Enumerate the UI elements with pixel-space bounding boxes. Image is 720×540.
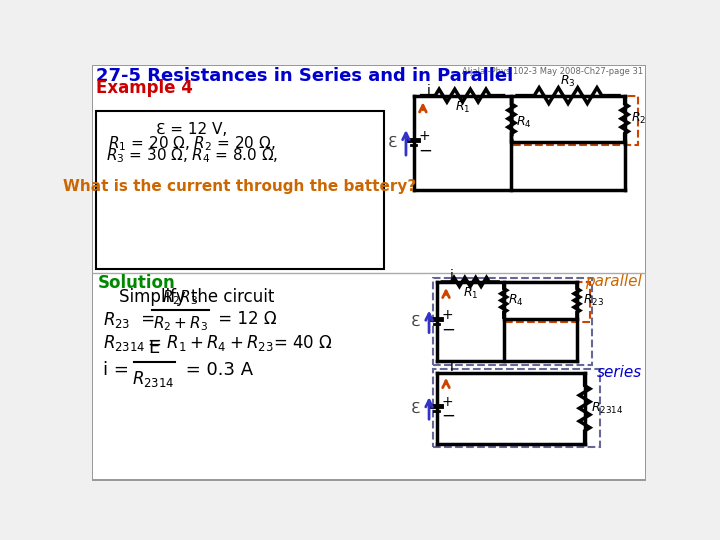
- Text: $R_4$: $R_4$: [516, 115, 532, 130]
- Text: $R_4$: $R_4$: [508, 293, 524, 308]
- Text: $R_2$: $R_2$: [631, 111, 646, 126]
- Text: $R_1$: $R_1$: [455, 99, 470, 114]
- Text: ℇ = 12 V,: ℇ = 12 V,: [156, 122, 228, 137]
- Text: $R_2R_3$: $R_2R_3$: [162, 288, 199, 307]
- Bar: [96, 111, 384, 269]
- Text: ℇ: ℇ: [410, 314, 420, 329]
- Text: $R_{23}$: $R_{23}$: [583, 293, 604, 308]
- Text: +: +: [441, 308, 453, 322]
- Text: i =: i =: [104, 361, 135, 379]
- Text: i: i: [427, 84, 431, 98]
- Text: i: i: [450, 269, 454, 284]
- Text: $R_1$: $R_1$: [462, 286, 478, 301]
- Text: Aljalal-Phys.102-3 May 2008-Ch27-page 31: Aljalal-Phys.102-3 May 2008-Ch27-page 31: [462, 67, 643, 76]
- Text: −: −: [441, 407, 455, 425]
- Bar: [94, 273, 644, 479]
- Text: Simplify the circuit: Simplify the circuit: [119, 288, 274, 306]
- Text: $R_3$ = 30 Ω, $R_4$ = 8.0 Ω,: $R_3$ = 30 Ω, $R_4$ = 8.0 Ω,: [106, 146, 278, 165]
- Text: = $R_1+R_4+R_{23}$= 40 Ω: = $R_1+R_4+R_{23}$= 40 Ω: [142, 333, 333, 353]
- Text: i: i: [450, 360, 454, 374]
- Text: Solution: Solution: [98, 274, 176, 292]
- Text: $R_1$ = 20 Ω, $R_2$ = 20 Ω,: $R_1$ = 20 Ω, $R_2$ = 20 Ω,: [108, 134, 276, 153]
- Text: series: series: [596, 365, 642, 380]
- Bar: [433, 369, 600, 448]
- Bar: [505, 282, 590, 322]
- Text: ℇ: ℇ: [387, 135, 397, 150]
- Text: $R_3$: $R_3$: [560, 75, 576, 90]
- Text: $R_2+R_3$: $R_2+R_3$: [153, 314, 208, 333]
- Text: parallel: parallel: [585, 274, 642, 289]
- Text: = 12 Ω: = 12 Ω: [213, 309, 277, 328]
- Text: $R_{23}$: $R_{23}$: [104, 309, 131, 329]
- Text: $R_{2314}$: $R_{2314}$: [104, 333, 146, 353]
- Text: E: E: [148, 339, 159, 356]
- Text: 27-5 Resistances in Series and in Parallel: 27-5 Resistances in Series and in Parall…: [96, 67, 513, 85]
- Bar: [513, 96, 638, 145]
- Bar: [433, 278, 593, 365]
- Text: −: −: [441, 320, 455, 338]
- Text: +: +: [418, 130, 430, 144]
- Text: +: +: [441, 395, 453, 409]
- Text: $R_{2314}$: $R_{2314}$: [590, 401, 623, 416]
- Text: −: −: [418, 141, 432, 159]
- Text: $R_{2314}$: $R_{2314}$: [132, 369, 175, 389]
- Text: ℇ: ℇ: [410, 401, 420, 416]
- Bar: [94, 66, 644, 273]
- Text: Example 4: Example 4: [96, 79, 193, 97]
- Text: = 0.3 A: = 0.3 A: [180, 361, 253, 379]
- Text: =: =: [137, 309, 161, 328]
- Text: What is the current through the battery?: What is the current through the battery?: [63, 179, 416, 194]
